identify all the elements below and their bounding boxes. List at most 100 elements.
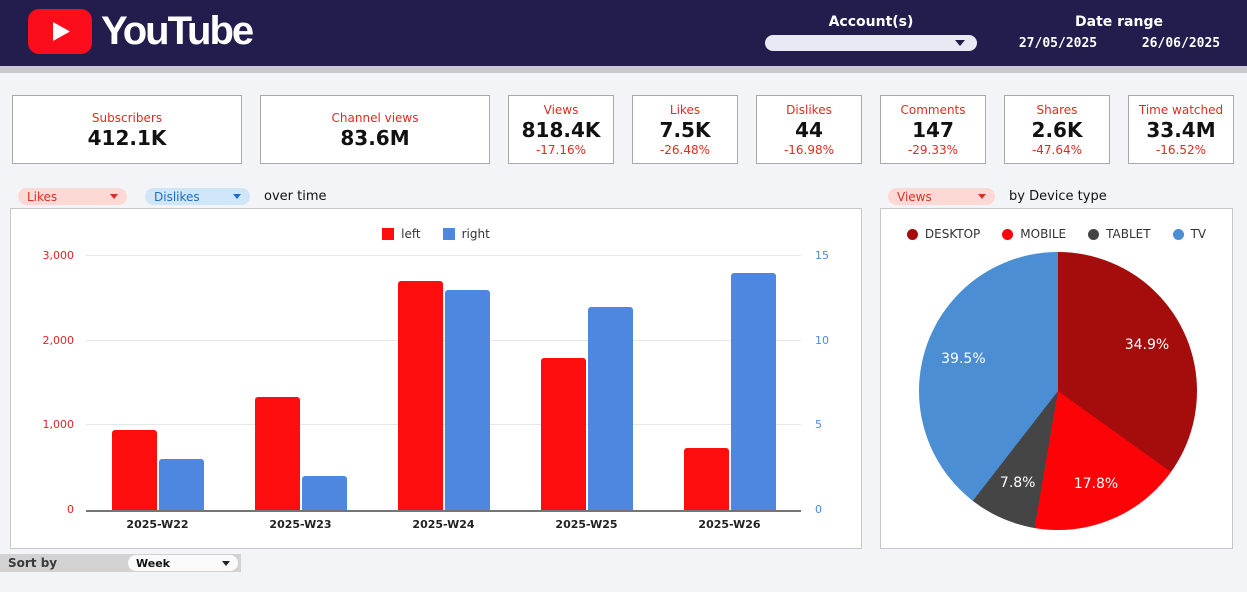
mobile-swatch <box>1002 228 1014 240</box>
gridline <box>86 339 801 341</box>
sort-bar: Sort by Week <box>0 554 241 572</box>
kpi-value: 147 <box>912 117 954 142</box>
right-bar <box>158 459 204 510</box>
kpi-label: Channel views <box>331 110 419 125</box>
left-axis-tick: 2,000 <box>42 333 75 347</box>
accounts-label: Account(s) <box>828 14 914 30</box>
bar-group-2025-W25: 2025-W25 <box>540 256 633 531</box>
tablet-swatch <box>1088 228 1100 240</box>
pie-slice-label-mobile: 17.8% <box>1073 475 1119 492</box>
kpi-label: Likes <box>669 102 701 117</box>
kpi-card-likes: Likes 7.5K -26.48% <box>632 95 738 164</box>
date-range-label: Date range <box>1075 14 1163 30</box>
legend-label: TV <box>1190 227 1207 241</box>
kpi-value: 818.4K <box>521 117 601 142</box>
gridline <box>86 255 801 256</box>
legend-item-left: left <box>382 227 421 241</box>
right-axis-tick: 15 <box>815 249 829 262</box>
left-bar <box>397 281 443 510</box>
date-range-start[interactable]: 27/05/2025 <box>1018 36 1098 51</box>
accounts-dropdown[interactable] <box>765 35 977 51</box>
kpi-delta: -16.98% <box>783 142 835 157</box>
bar-group-2025-W24: 2025-W24 <box>397 256 490 531</box>
kpi-value: 83.6M <box>340 125 410 150</box>
left-axis-tick: 3,000 <box>42 249 75 262</box>
sort-by-dropdown[interactable]: Week <box>128 555 238 571</box>
bar-group-2025-W22: 2025-W22 <box>111 256 204 531</box>
legend-item-tablet: TABLET <box>1088 227 1151 241</box>
left-bar <box>683 448 729 510</box>
pie-slice-label-tablet: 7.8% <box>999 474 1036 491</box>
x-axis-category-label: 2025-W26 <box>698 518 761 531</box>
kpi-value: 44 <box>795 117 823 142</box>
date-range-end[interactable]: 26/06/2025 <box>1141 36 1221 51</box>
right-series-swatch <box>442 228 455 240</box>
pie-chart-legend: DESKTOP MOBILE TABLET TV <box>881 227 1232 241</box>
legend-label: MOBILE <box>1020 227 1067 241</box>
right-bar <box>444 289 490 510</box>
x-axis-category-label: 2025-W23 <box>269 518 332 531</box>
right-axis-tick: 0 <box>815 503 822 516</box>
chevron-down-icon <box>978 194 986 199</box>
sort-by-dropdown-value: Week <box>136 556 170 570</box>
kpi-delta: -29.33% <box>907 142 959 157</box>
legend-label: TABLET <box>1106 227 1151 241</box>
over-time-label: over time <box>264 189 327 204</box>
kpi-delta: -26.48% <box>659 142 711 157</box>
chevron-down-icon <box>233 194 241 199</box>
legend-label: left <box>401 227 421 241</box>
left-bar <box>254 397 300 510</box>
kpi-card-subscribers: Subscribers 412.1K <box>12 95 242 164</box>
desktop-swatch <box>906 228 918 240</box>
by-device-type-label: by Device type <box>1009 189 1107 204</box>
kpi-label: Subscribers <box>91 110 163 125</box>
legend-label: right <box>461 227 490 241</box>
legend-item-desktop: DESKTOP <box>906 227 981 241</box>
left-series-swatch <box>382 228 395 240</box>
app-header: YouTube Account(s) Date range 27/05/2025… <box>0 0 1247 66</box>
pie-chart-controls: Views by Device type <box>888 188 1107 205</box>
metric-dropdown-likes[interactable]: Likes <box>18 188 127 205</box>
kpi-row: Subscribers 412.1K Channel views 83.6M Views… <box>12 95 1234 164</box>
sort-by-label: Sort by <box>8 556 58 570</box>
pie-metric-dropdown-value: Views <box>897 189 932 204</box>
kpi-card-dislikes: Dislikes 44 -16.98% <box>756 95 862 164</box>
pie-metric-dropdown[interactable]: Views <box>888 188 995 205</box>
legend-item-tv: TV <box>1172 227 1207 241</box>
kpi-delta: -16.52% <box>1155 142 1207 157</box>
kpi-card-shares: Shares 2.6K -47.64% <box>1004 95 1110 164</box>
x-axis-category-label: 2025-W25 <box>555 518 618 531</box>
bar-group-2025-W26: 2025-W26 <box>683 256 776 531</box>
pie-slice-label-desktop: 34.9% <box>1124 337 1170 354</box>
pie-chart-panel: DESKTOP MOBILE TABLET TV 34.9% 17.8% 7.8% 39.5… <box>880 208 1233 549</box>
kpi-card-views: Views 818.4K -17.16% <box>508 95 614 164</box>
kpi-label: Views <box>543 102 579 117</box>
kpi-label: Shares <box>1036 102 1078 117</box>
x-axis-category-label: 2025-W22 <box>126 518 189 531</box>
x-axis-category-label: 2025-W24 <box>412 518 475 531</box>
kpi-delta: -17.16% <box>535 142 587 157</box>
metric-dropdown-dislikes[interactable]: Dislikes <box>145 188 250 205</box>
bar-chart-panel: left right 0 0 1,000 5 2,000 10 3,000 15 2025-W22… <box>10 208 862 549</box>
kpi-label: Comments <box>900 102 966 117</box>
kpi-value: 2.6K <box>1031 117 1083 142</box>
left-axis-tick: 1,000 <box>42 418 75 432</box>
right-bar <box>730 272 776 510</box>
kpi-card-channel-views: Channel views 83.6M <box>260 95 490 164</box>
kpi-label: Dislikes <box>786 102 832 117</box>
right-bar <box>587 306 633 510</box>
kpi-value: 412.1K <box>87 125 167 150</box>
left-axis-tick: 0 <box>67 503 74 516</box>
legend-label: DESKTOP <box>924 227 981 241</box>
kpi-delta: -47.64% <box>1031 142 1083 157</box>
youtube-wordmark: YouTube <box>101 9 254 53</box>
bar-group-2025-W23: 2025-W23 <box>254 256 347 531</box>
youtube-logo: YouTube <box>28 9 254 54</box>
gridline <box>86 424 801 426</box>
kpi-card-time-watched: Time watched 33.4M -16.52% <box>1128 95 1234 164</box>
bar-chart-legend: left right <box>11 227 861 241</box>
kpi-label: Time watched <box>1138 102 1224 117</box>
youtube-play-icon <box>28 9 92 54</box>
kpi-card-comments: Comments 147 -29.33% <box>880 95 986 164</box>
chevron-down-icon <box>110 194 118 199</box>
